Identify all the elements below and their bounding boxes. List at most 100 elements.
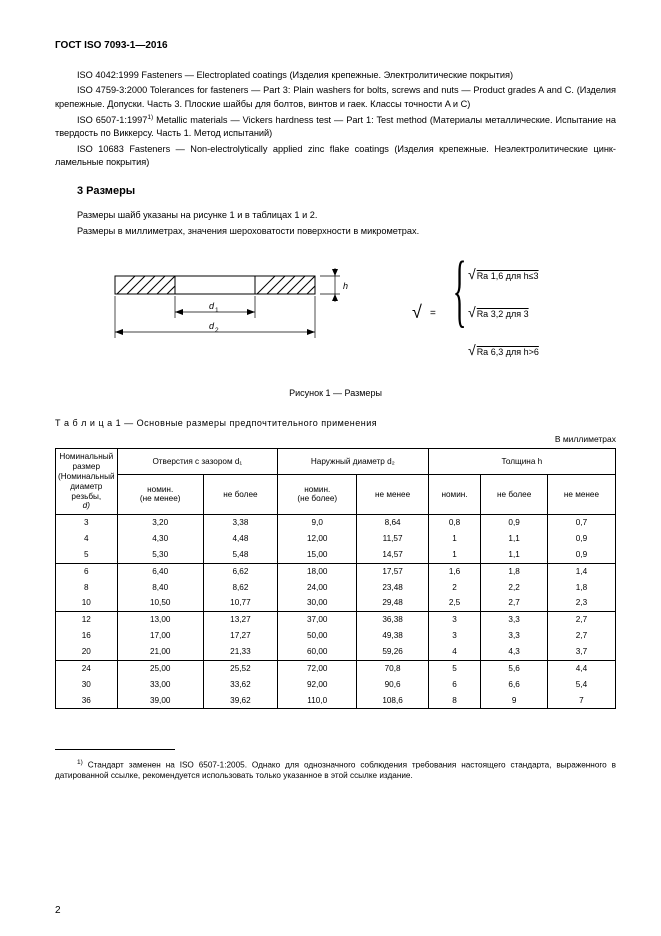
ra-1: Ra 1,6 для h≤3 bbox=[476, 271, 539, 281]
table-cell: 2 bbox=[428, 580, 481, 596]
table-cell: 4,4 bbox=[547, 660, 615, 676]
table-row: 66,406,6218,0017,571,61,81,4 bbox=[56, 563, 616, 579]
table-cell: 110,0 bbox=[278, 693, 357, 709]
table-cell: 13,00 bbox=[117, 612, 203, 628]
table-cell: 29,48 bbox=[357, 595, 428, 611]
table-cell: 4,3 bbox=[481, 644, 548, 660]
section-3-p1: Размеры шайб указаны на рисунке 1 и в та… bbox=[55, 209, 616, 222]
table-cell: 25,00 bbox=[117, 660, 203, 676]
ref-4: ISO 10683 Fasteners — Non-electrolytical… bbox=[55, 143, 616, 170]
table-1-title: Т а б л и ц а 1 — Основные размеры предп… bbox=[55, 418, 616, 428]
ra-2: Ra 3,2 для 3 bbox=[476, 309, 529, 319]
table-cell: 90,6 bbox=[357, 677, 428, 693]
table-cell: 1,6 bbox=[428, 563, 481, 579]
dim-h: h bbox=[343, 281, 348, 291]
table-cell: 5 bbox=[428, 660, 481, 676]
table-cell: 108,6 bbox=[357, 693, 428, 709]
equals-sign: = bbox=[430, 309, 436, 319]
table-cell: 3 bbox=[428, 628, 481, 644]
table-cell: 8,64 bbox=[357, 515, 428, 531]
th-g2: Наружный диаметр d₂ bbox=[278, 449, 429, 475]
section-3-title: 3 Размеры bbox=[77, 185, 616, 197]
table-cell: 8,40 bbox=[117, 580, 203, 596]
table-cell: 5,6 bbox=[481, 660, 548, 676]
ref-2: ISO 4759-3:2000 Tolerances for fasteners… bbox=[55, 84, 616, 111]
table-cell: 2,7 bbox=[547, 612, 615, 628]
table-row: 33,203,389,08,640,80,90,7 bbox=[56, 515, 616, 531]
table-cell: 92,00 bbox=[278, 677, 357, 693]
table-cell: 37,00 bbox=[278, 612, 357, 628]
table-cell: 33,62 bbox=[203, 677, 277, 693]
table-cell: 3,3 bbox=[481, 628, 548, 644]
table-1: Номинальный размер (Номинальный диаметр … bbox=[55, 448, 616, 709]
table-cell: 17,27 bbox=[203, 628, 277, 644]
table-cell: 33,00 bbox=[117, 677, 203, 693]
table-cell: 50,00 bbox=[278, 628, 357, 644]
table-cell: 30,00 bbox=[278, 595, 357, 611]
table-cell: 2,3 bbox=[547, 595, 615, 611]
table-cell: 0,7 bbox=[547, 515, 615, 531]
table-cell: 12 bbox=[56, 612, 118, 628]
ref-1-text: ISO 4042:1999 Fasteners — Electroplated … bbox=[77, 70, 513, 80]
table-row: 3639,0039,62110,0108,6897 bbox=[56, 693, 616, 709]
table-cell: 59,26 bbox=[357, 644, 428, 660]
table-row: 1617,0017,2750,0049,3833,32,7 bbox=[56, 628, 616, 644]
table-cell: 24,00 bbox=[278, 580, 357, 596]
table-cell: 2,7 bbox=[547, 628, 615, 644]
table-cell: 0,9 bbox=[547, 531, 615, 547]
table-row: 1213,0013,2737,0036,3833,32,7 bbox=[56, 612, 616, 628]
table-cell: 20 bbox=[56, 644, 118, 660]
page: ГОСТ ISO 7093-1—2016 ISO 4042:1999 Faste… bbox=[0, 0, 661, 936]
table-cell: 0,8 bbox=[428, 515, 481, 531]
table-cell: 1,8 bbox=[547, 580, 615, 596]
th-d1-nom: номин.(не менее) bbox=[117, 474, 203, 515]
table-cell: 8 bbox=[56, 580, 118, 596]
table-cell: 36 bbox=[56, 693, 118, 709]
table-cell: 6 bbox=[428, 677, 481, 693]
table-cell: 1,8 bbox=[481, 563, 548, 579]
table-cell: 3,20 bbox=[117, 515, 203, 531]
washer-drawing: h d1 d2 bbox=[95, 256, 375, 376]
table-row: 44,304,4812,0011,5711,10,9 bbox=[56, 531, 616, 547]
table-cell: 15,00 bbox=[278, 547, 357, 563]
ref-2-text: ISO 4759-3:2000 Tolerances for fasteners… bbox=[55, 85, 616, 108]
table-cell: 4 bbox=[428, 644, 481, 660]
th-nominal: Номинальный размер (Номинальный диаметр … bbox=[56, 449, 118, 515]
table-cell: 6,62 bbox=[203, 563, 277, 579]
page-number: 2 bbox=[55, 905, 61, 916]
table-cell: 5,48 bbox=[203, 547, 277, 563]
ref-3: ISO 6507-1:19971) Metallic materials — V… bbox=[55, 113, 616, 141]
table-cell: 60,00 bbox=[278, 644, 357, 660]
table-row: 55,305,4815,0014,5711,10,9 bbox=[56, 547, 616, 563]
svg-text:1: 1 bbox=[215, 307, 219, 314]
table-cell: 5,30 bbox=[117, 547, 203, 563]
table-row: 2021,0021,3360,0059,2644,33,7 bbox=[56, 644, 616, 660]
table-cell: 17,00 bbox=[117, 628, 203, 644]
table-cell: 23,48 bbox=[357, 580, 428, 596]
th-d1-max: не более bbox=[203, 474, 277, 515]
table-cell: 30 bbox=[56, 677, 118, 693]
table-cell: 1 bbox=[428, 531, 481, 547]
table-cell: 4 bbox=[56, 531, 118, 547]
table-cell: 2,7 bbox=[481, 595, 548, 611]
table-cell: 10 bbox=[56, 595, 118, 611]
table-cell: 3,7 bbox=[547, 644, 615, 660]
svg-text:2: 2 bbox=[215, 327, 219, 334]
th-nominal-a: Номинальный размер bbox=[59, 452, 113, 471]
brace-icon: { bbox=[453, 249, 467, 331]
table-cell: 25,52 bbox=[203, 660, 277, 676]
table-cell: 21,33 bbox=[203, 644, 277, 660]
figure-1-caption: Рисунок 1 — Размеры bbox=[55, 388, 616, 398]
table-cell: 39,62 bbox=[203, 693, 277, 709]
table-cell: 9,0 bbox=[278, 515, 357, 531]
table-row: 1010,5010,7730,0029,482,52,72,3 bbox=[56, 595, 616, 611]
table-cell: 4,30 bbox=[117, 531, 203, 547]
table-cell: 24 bbox=[56, 660, 118, 676]
table-cell: 3,38 bbox=[203, 515, 277, 531]
table-cell: 7 bbox=[547, 693, 615, 709]
th-d2-min: не менее bbox=[357, 474, 428, 515]
th-d2-nom: номин.(не более) bbox=[278, 474, 357, 515]
table-cell: 8 bbox=[428, 693, 481, 709]
th-nominal-b: (Номинальный диаметр резьбы, bbox=[58, 472, 115, 501]
table-cell: 1,1 bbox=[481, 531, 548, 547]
